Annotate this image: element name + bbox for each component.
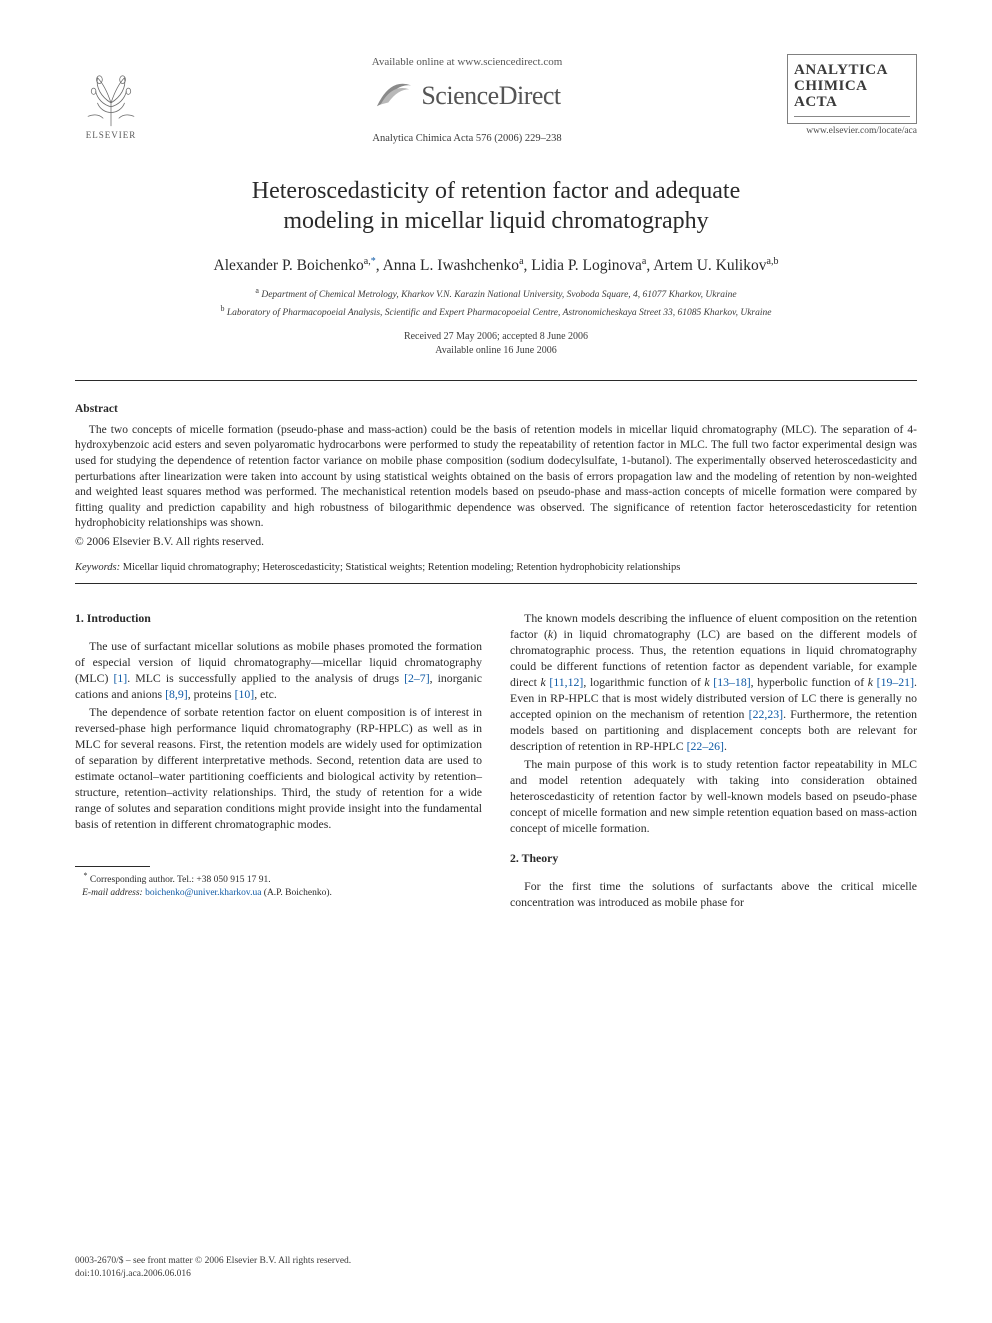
author2: , Anna L. Iwashchenko — [376, 257, 519, 274]
sciencedirect-text: ScienceDirect — [421, 81, 560, 111]
ref-22-26-link[interactable]: [22–26] — [687, 739, 724, 753]
affiliation-a: Department of Chemical Metrology, Kharko… — [259, 290, 737, 300]
intro-p2: The dependence of sorbate retention fact… — [75, 704, 482, 832]
body-columns: 1. Introduction The use of surfactant mi… — [75, 610, 917, 913]
ref-13-18-link[interactable]: [13–18] — [710, 675, 751, 689]
email-link[interactable]: boichenko@univer.kharkov.ua — [143, 888, 262, 898]
journal-box-wrap: ANALYTICA CHIMICA ACTA www.elsevier.com/… — [787, 50, 917, 136]
publisher-name: ELSEVIER — [86, 130, 137, 140]
footnote-corresponding: * Corresponding author. Tel.: +38 050 91… — [75, 871, 482, 900]
left-column: 1. Introduction The use of surfactant mi… — [75, 610, 482, 913]
author4: , Artem U. Kulikov — [646, 257, 766, 274]
affiliation-b: Laboratory of Pharmacopoeial Analysis, S… — [225, 308, 772, 318]
footer: 0003-2670/$ – see front matter © 2006 El… — [75, 1255, 917, 1281]
right-p1: The known models describing the influenc… — [510, 610, 917, 754]
section-1-heading: 1. Introduction — [75, 610, 482, 626]
right-column: The known models describing the influenc… — [510, 610, 917, 913]
abstract-section: Abstract The two concepts of micelle for… — [75, 403, 917, 573]
ref-19-21-link[interactable]: [19–21] — [873, 675, 914, 689]
article-dates: Received 27 May 2006; accepted 8 June 20… — [75, 330, 917, 358]
right-p2: The main purpose of this work is to stud… — [510, 756, 917, 836]
author1: Alexander P. Boichenko — [214, 257, 364, 274]
rule-top — [75, 380, 917, 381]
ref-1-link[interactable]: [1] — [113, 671, 127, 685]
theory-p1: For the first time the solutions of surf… — [510, 878, 917, 910]
center-header: Available online at www.sciencedirect.co… — [147, 50, 787, 144]
header-row: ELSEVIER Available online at www.science… — [75, 50, 917, 144]
footer-line1: 0003-2670/$ – see front matter © 2006 El… — [75, 1256, 351, 1266]
ref-11-12-link[interactable]: [11,12] — [546, 675, 584, 689]
elsevier-logo: ELSEVIER — [75, 70, 147, 140]
sciencedirect-swoosh-icon — [373, 74, 415, 117]
journal-box-title: ANALYTICA CHIMICA ACTA — [794, 63, 910, 110]
abstract-text: The two concepts of micelle formation (p… — [75, 423, 917, 532]
keywords: Keywords: Micellar liquid chromatography… — [75, 562, 917, 573]
article-title: Heteroscedasticity of retention factor a… — [75, 176, 917, 236]
abstract-copyright: © 2006 Elsevier B.V. All rights reserved… — [75, 536, 917, 548]
rule-after-keywords — [75, 583, 917, 584]
authors: Alexander P. Boichenkoa,*, Anna L. Iwash… — [75, 256, 917, 275]
sciencedirect-logo: ScienceDirect — [373, 74, 560, 117]
email-label: E-mail address: — [82, 888, 143, 898]
ref-2-7-link[interactable]: [2–7] — [404, 671, 430, 685]
journal-box-rule — [794, 116, 910, 117]
ref-22-23-link[interactable]: [22,23] — [749, 707, 783, 721]
abstract-heading: Abstract — [75, 403, 917, 415]
footnote-rule — [75, 866, 150, 867]
affiliations: a Department of Chemical Metrology, Khar… — [75, 285, 917, 320]
keywords-label: Keywords: — [75, 562, 120, 573]
journal-reference: Analytica Chimica Acta 576 (2006) 229–23… — [147, 133, 787, 144]
journal-box-line2: CHIMICA — [794, 78, 868, 94]
ref-8-9-link[interactable]: [8,9] — [165, 687, 188, 701]
section-2-heading: 2. Theory — [510, 850, 917, 866]
dates-line2: Available online 16 June 2006 — [435, 345, 556, 356]
title-block: Heteroscedasticity of retention factor a… — [75, 176, 917, 358]
author3: , Lidia P. Loginova — [524, 257, 642, 274]
elsevier-tree-icon — [82, 70, 140, 128]
title-line2: modeling in micellar liquid chromatograp… — [283, 208, 708, 234]
journal-url: www.elsevier.com/locate/aca — [787, 126, 917, 136]
footer-line2: doi:10.1016/j.aca.2006.06.016 — [75, 1269, 191, 1279]
journal-box-line3: ACTA — [794, 94, 837, 110]
intro-p1: The use of surfactant micellar solutions… — [75, 638, 482, 702]
journal-box: ANALYTICA CHIMICA ACTA — [787, 54, 917, 124]
dates-line1: Received 27 May 2006; accepted 8 June 20… — [404, 331, 588, 342]
available-online-text: Available online at www.sciencedirect.co… — [147, 56, 787, 68]
ref-10-link[interactable]: [10] — [235, 687, 255, 701]
title-line1: Heteroscedasticity of retention factor a… — [252, 178, 740, 204]
journal-box-line1: ANALYTICA — [794, 62, 888, 78]
keywords-text: Micellar liquid chromatography; Heterosc… — [120, 562, 680, 573]
